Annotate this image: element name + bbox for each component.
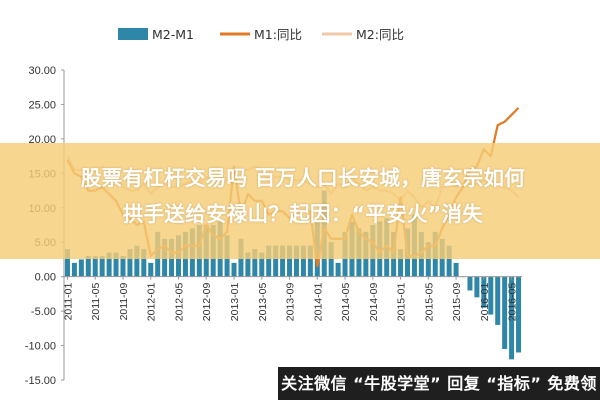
bar-2015-08 xyxy=(446,245,452,277)
bar-2013-08 xyxy=(280,245,286,277)
bar-2011-06 xyxy=(99,256,105,277)
bar-2016-05 xyxy=(509,276,515,360)
x-tick-label: 2011-05 xyxy=(90,283,102,321)
bar-2011-05 xyxy=(92,256,98,277)
x-tick-label: 2013-01 xyxy=(229,283,241,322)
bar-2014-03 xyxy=(328,242,334,277)
bar-2011-09 xyxy=(120,256,126,277)
x-tick-label: 2014-01 xyxy=(312,283,324,322)
bar-2012-01 xyxy=(148,262,154,277)
y-tick-label: -10.00 xyxy=(25,341,56,353)
bar-2011-04 xyxy=(85,256,91,277)
bar-2015-12 xyxy=(474,276,480,298)
legend: M2-M1 M1:同比 M2:同比 xyxy=(118,27,404,42)
bar-2011-02 xyxy=(71,262,77,277)
bar-2016-06 xyxy=(516,276,522,353)
y-tick-label: 25.00 xyxy=(28,99,56,111)
bar-2013-07 xyxy=(273,245,279,277)
legend-label: M1:同比 xyxy=(254,27,302,42)
y-tick-label: -5.00 xyxy=(31,306,56,318)
x-tick-label: 2016-01 xyxy=(479,283,491,322)
bar-2013-04 xyxy=(252,249,258,277)
bar-2016-01 xyxy=(481,276,487,308)
y-tick-label: -15.00 xyxy=(25,375,56,387)
x-tick-label: 2014-09 xyxy=(368,283,380,322)
x-tick-label: 2012-05 xyxy=(174,283,186,322)
bar-2016-04 xyxy=(502,276,508,349)
x-tick-label: 2014-05 xyxy=(340,283,352,322)
x-tick-label: 2012-09 xyxy=(201,283,213,322)
y-tick-label: 0.00 xyxy=(35,272,56,284)
x-tick-label: 2015-09 xyxy=(451,283,463,322)
x-tick-label: 2015-05 xyxy=(423,283,435,322)
bar-2011-01 xyxy=(64,249,70,277)
y-tick-label: 20.00 xyxy=(28,134,56,146)
bar-2014-04 xyxy=(335,262,341,277)
bar-2013-09 xyxy=(287,245,293,277)
overlay-headline-line1: 股票有杠杆交易吗 百万人口长安城，唐玄宗如何 xyxy=(80,166,526,190)
x-tick-label: 2011-09 xyxy=(118,283,130,321)
bar-2013-10 xyxy=(293,245,299,277)
bar-2016-03 xyxy=(495,276,501,325)
x-tick-label: 2012-01 xyxy=(146,283,158,322)
bar-2015-09 xyxy=(453,262,459,277)
bar-2013-05 xyxy=(259,252,265,277)
bar-2013-11 xyxy=(300,245,306,277)
bar-2011-10 xyxy=(127,249,133,277)
x-tick-label: 2013-09 xyxy=(285,283,297,322)
overlay-banner xyxy=(0,143,600,259)
legend-label: M2-M1 xyxy=(152,27,194,42)
legend-swatch-bar xyxy=(118,28,148,40)
legend-label: M2:同比 xyxy=(356,27,404,42)
promo-bar: 关注微信 “牛股学堂” 回复 “指标” 免费领 xyxy=(278,367,600,400)
bar-2015-11 xyxy=(467,276,473,291)
bar-2013-12 xyxy=(307,245,313,277)
x-tick-label: 2013-05 xyxy=(257,283,269,322)
x-tick-label: 2016-05 xyxy=(507,283,519,322)
overlay-headline: 股票有杠杆交易吗 百万人口长安城，唐玄宗如何 拱手送给安禄山？起因：“平安火”消… xyxy=(8,160,598,232)
bar-2011-07 xyxy=(106,252,112,277)
bar-2011-08 xyxy=(113,252,119,277)
x-tick-label: 2011-01 xyxy=(62,283,74,321)
bar-2011-12 xyxy=(141,249,147,277)
y-tick-label: 30.00 xyxy=(28,65,56,77)
x-axis: 2011-01 2011-05 2011-09 2012-01 2012-05 2012-… xyxy=(62,276,522,322)
bar-2016-02 xyxy=(488,276,494,315)
x-tick-label: 2015-01 xyxy=(396,283,408,322)
bar-2013-03 xyxy=(245,252,251,277)
bar-2011-11 xyxy=(134,245,140,277)
overlay-headline-line2: 拱手送给安禄山？起因：“平安火”消失 xyxy=(122,202,484,226)
bar-2013-01 xyxy=(231,262,237,277)
bar-2011-03 xyxy=(78,259,84,277)
bar-2013-06 xyxy=(266,245,272,277)
bar-2015-05 xyxy=(425,242,431,277)
bar-2015-01 xyxy=(398,249,404,277)
